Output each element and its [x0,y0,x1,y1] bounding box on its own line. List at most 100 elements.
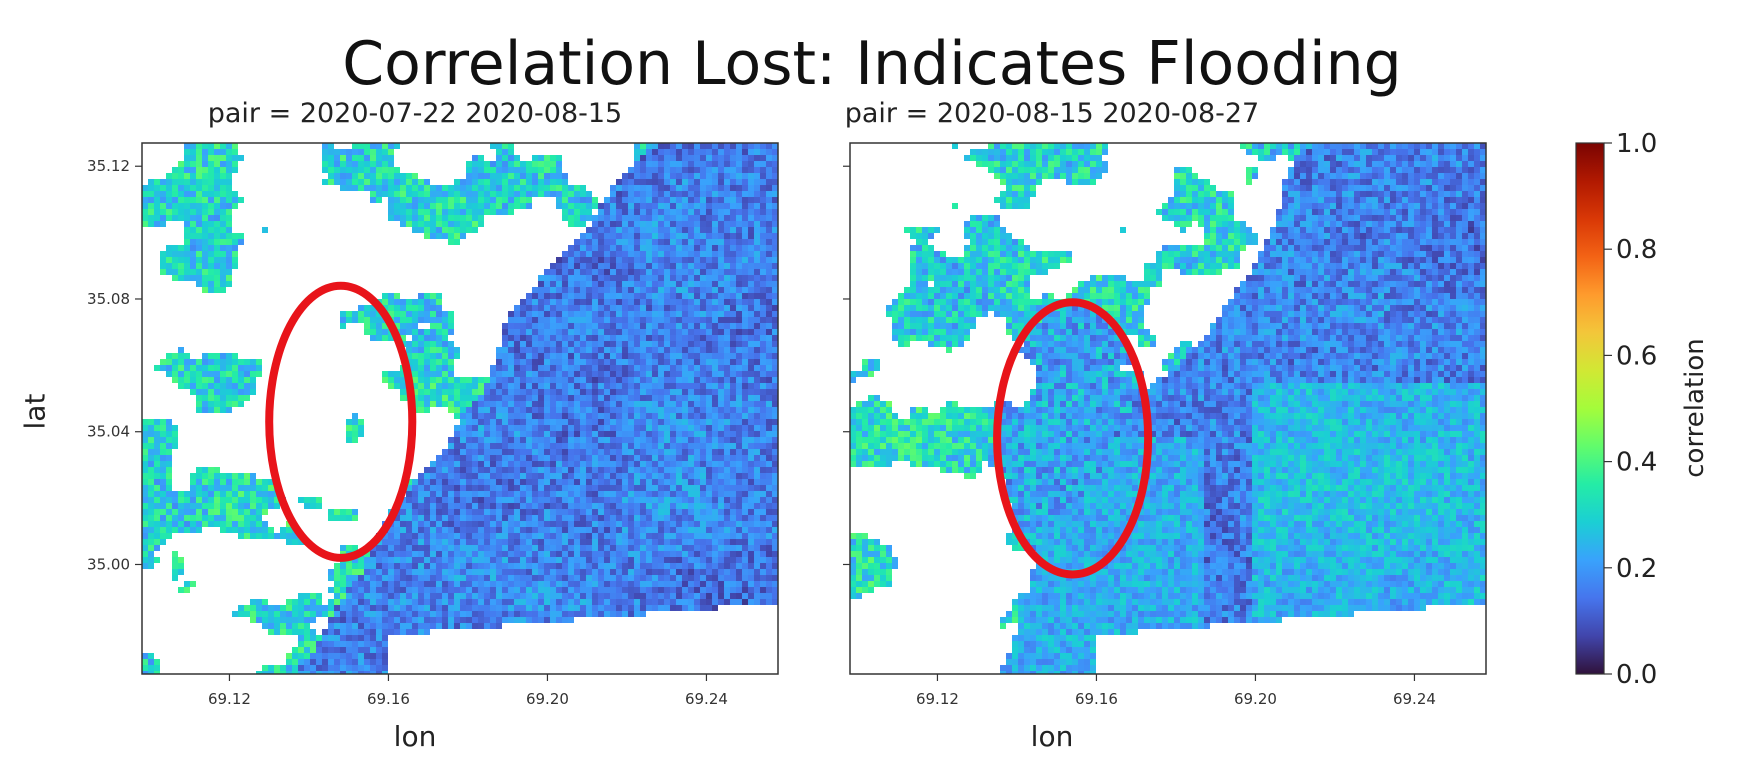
heat-cell [748,335,754,341]
heat-cell [556,473,562,479]
heat-cell [496,533,502,539]
heat-cell [568,413,574,419]
heat-cell [700,191,706,197]
heat-cell [664,359,670,365]
heat-cell [568,527,574,533]
heat-cell [640,353,646,359]
heat-cell [562,215,568,221]
heat-cell [742,389,748,395]
heat-cell [580,437,586,443]
heat-cell [664,365,670,371]
heat-cell [400,323,406,329]
heat-cell [706,557,712,563]
heat-cell [532,413,538,419]
heat-cell [736,371,742,377]
heat-cell [610,353,616,359]
heat-cell [682,317,688,323]
heat-cell [556,521,562,527]
heat-cell [160,455,166,461]
heat-cell [628,455,634,461]
heat-cell [712,449,718,455]
heat-cell [454,509,460,515]
heat-cell [736,389,742,395]
heat-cell [718,509,724,515]
heat-cell [556,539,562,545]
heat-cell [616,377,622,383]
heat-cell [718,575,724,581]
heat-cell [400,305,406,311]
heat-cell [436,203,442,209]
heat-cell [772,275,778,281]
heat-cell [724,335,730,341]
heat-cell [172,437,178,443]
heat-cell [430,515,436,521]
heat-cell [160,509,166,515]
heat-cell [682,515,688,521]
heat-cell [586,557,592,563]
heat-cell [574,221,580,227]
heat-cell [664,479,670,485]
heat-cell [460,461,466,467]
heat-cell [706,281,712,287]
heat-cell [598,389,604,395]
heat-cell [190,527,196,533]
heat-cell [658,311,664,317]
heat-cell [412,503,418,509]
heat-cell [676,377,682,383]
heat-cell [220,521,226,527]
heat-cell [472,227,478,233]
heat-cell [214,407,220,413]
heat-cell [712,221,718,227]
heat-cell [742,287,748,293]
heat-cell [238,377,244,383]
heat-cell [658,437,664,443]
heat-cell [490,143,496,149]
heat-cell [196,389,202,395]
heat-cell [556,461,562,467]
heat-cell [550,569,556,575]
heat-cell [430,581,436,587]
heat-cell [592,497,598,503]
heat-cell [730,449,736,455]
heat-cell [694,461,700,467]
heat-cell [724,497,730,503]
heat-cell [238,395,244,401]
heat-cell [622,389,628,395]
heat-cell [748,263,754,269]
heat-cell [166,209,172,215]
heat-cell [622,227,628,233]
heat-cell [610,461,616,467]
heat-cell [442,395,448,401]
heat-cell [730,239,736,245]
heat-cell [748,323,754,329]
heat-cell [238,359,244,365]
heat-cell [400,179,406,185]
heat-cell [640,431,646,437]
heat-cell [580,185,586,191]
heat-cell [658,227,664,233]
heat-cell [736,395,742,401]
heat-cell [772,491,778,497]
heat-cell [610,245,616,251]
heat-cell [424,533,430,539]
heat-cell [610,335,616,341]
heat-cell [754,353,760,359]
heat-cell [712,233,718,239]
heat-cell [532,383,538,389]
heat-cell [556,317,562,323]
heat-cell [604,425,610,431]
heat-cell [718,359,724,365]
heat-cell [622,569,628,575]
heat-cell [418,497,424,503]
heat-cell [736,347,742,353]
heat-cell [760,443,766,449]
heat-cell [202,209,208,215]
heat-cell [652,581,658,587]
heat-cell [526,479,532,485]
heat-cell [514,191,520,197]
heat-cell [562,509,568,515]
heat-cell [640,371,646,377]
heat-cell [538,449,544,455]
heat-cell [352,587,358,593]
heat-cell [772,215,778,221]
